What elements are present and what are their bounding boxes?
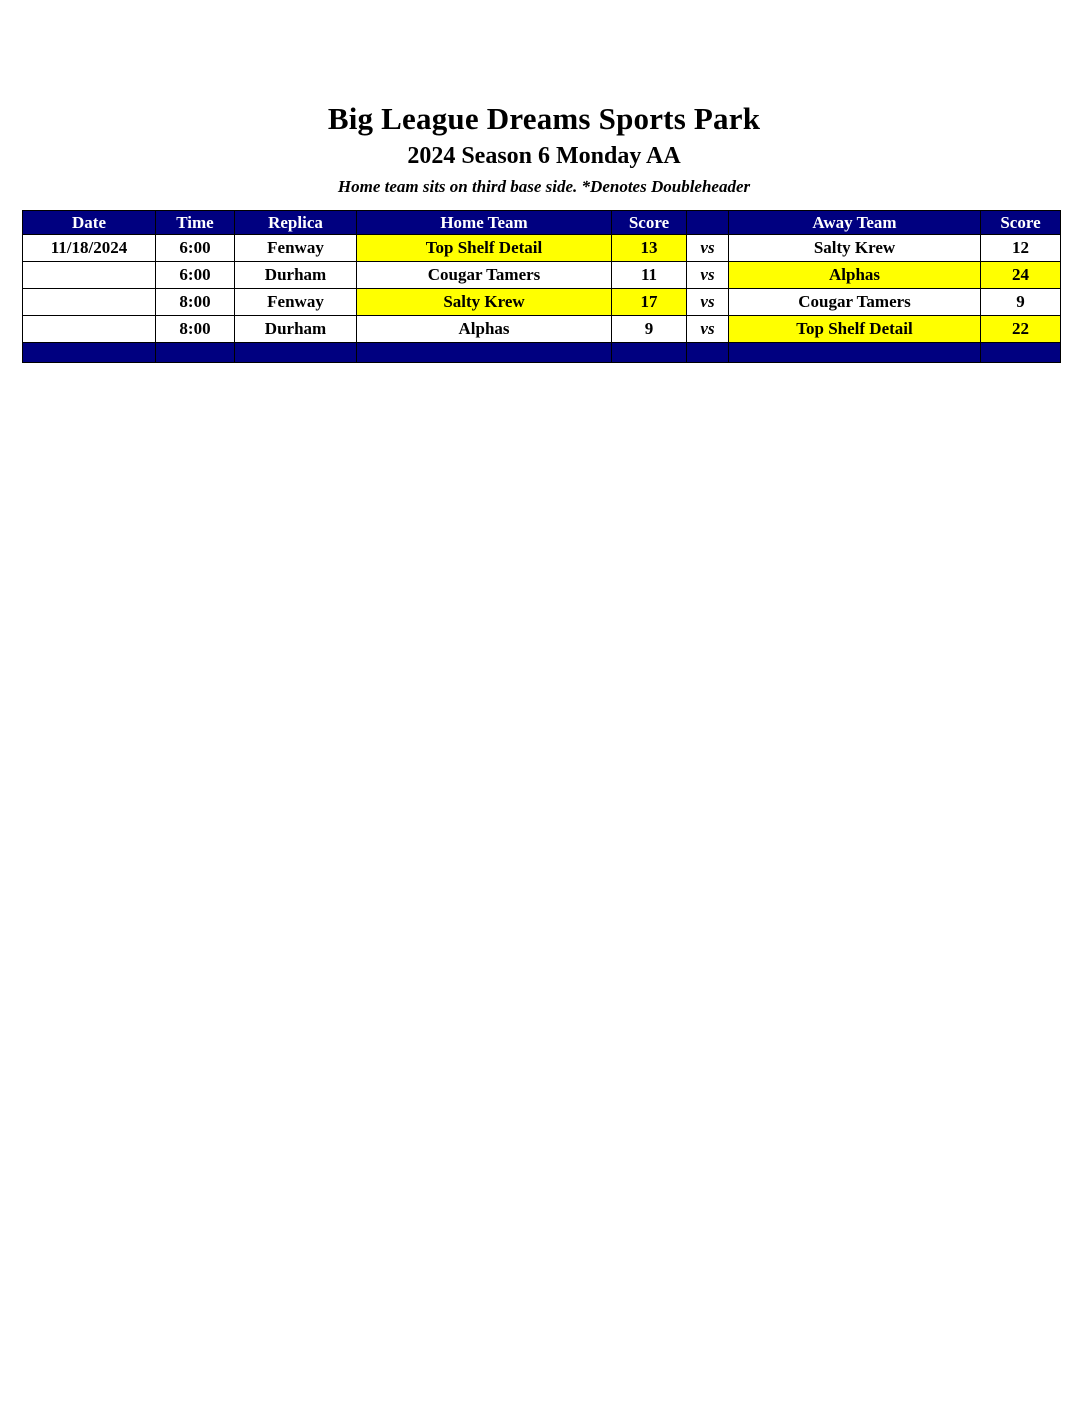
cell-date — [22, 315, 156, 343]
cell-away-score: 9 — [980, 288, 1061, 316]
cell-away-team: Alphas — [728, 261, 981, 289]
cell-vs: vs — [686, 261, 729, 289]
column-header-away-score: Score — [980, 210, 1061, 235]
table-body: 11/18/2024 6:00 Fenway Top Shelf Detail 13 vs… — [22, 234, 1061, 363]
schedule-table: Date Time Replica Home Team Score Away T… — [22, 210, 1061, 363]
cell-time: 8:00 — [155, 315, 235, 343]
footer-cell — [728, 342, 981, 363]
cell-away-score: 24 — [980, 261, 1061, 289]
cell-replica: Fenway — [234, 288, 357, 316]
cell-home-score: 9 — [611, 315, 687, 343]
cell-home-team: Salty Krew — [356, 288, 612, 316]
column-header-home-team: Home Team — [356, 210, 612, 235]
cell-replica: Durham — [234, 261, 357, 289]
table-row: 6:00 Durham Cougar Tamers 11 vs Alphas 24 — [22, 261, 1061, 289]
cell-home-score: 11 — [611, 261, 687, 289]
cell-home-score: 17 — [611, 288, 687, 316]
table-row: 8:00 Fenway Salty Krew 17 vs Cougar Tamers 9 — [22, 288, 1061, 316]
cell-home-team: Alphas — [356, 315, 612, 343]
footer-cell — [356, 342, 612, 363]
title-block: Big League Dreams Sports Park 2024 Seaso… — [0, 100, 1088, 199]
cell-home-score: 13 — [611, 234, 687, 262]
footer-cell — [611, 342, 687, 363]
schedule-table-wrapper: Date Time Replica Home Team Score Away T… — [22, 210, 1061, 363]
cell-vs: vs — [686, 315, 729, 343]
table-row: 11/18/2024 6:00 Fenway Top Shelf Detail 13 vs… — [22, 234, 1061, 262]
table-footer-row — [22, 342, 1061, 363]
column-header-home-score: Score — [611, 210, 687, 235]
cell-time: 6:00 — [155, 234, 235, 262]
column-header-replica: Replica — [234, 210, 357, 235]
cell-time: 8:00 — [155, 288, 235, 316]
cell-home-team: Cougar Tamers — [356, 261, 612, 289]
cell-home-team: Top Shelf Detail — [356, 234, 612, 262]
column-header-vs — [686, 210, 729, 235]
page-note: Home team sits on third base side. *Deno… — [337, 177, 751, 196]
footer-cell — [686, 342, 729, 363]
footer-cell — [22, 342, 156, 363]
cell-away-team: Top Shelf Detail — [728, 315, 981, 343]
column-header-time: Time — [155, 210, 235, 235]
footer-cell — [155, 342, 235, 363]
cell-date — [22, 288, 156, 316]
cell-date: 11/18/2024 — [22, 234, 156, 262]
column-header-away-team: Away Team — [728, 210, 981, 235]
cell-time: 6:00 — [155, 261, 235, 289]
cell-away-team: Cougar Tamers — [728, 288, 981, 316]
page-subtitle: 2024 Season 6 Monday AA — [407, 143, 681, 169]
footer-cell — [980, 342, 1061, 363]
cell-replica: Durham — [234, 315, 357, 343]
cell-date — [22, 261, 156, 289]
column-header-date: Date — [22, 210, 156, 235]
cell-away-score: 12 — [980, 234, 1061, 262]
page-title: Big League Dreams Sports Park — [327, 101, 761, 136]
table-row: 8:00 Durham Alphas 9 vs Top Shelf Detail 22 — [22, 315, 1061, 343]
table-header-row: Date Time Replica Home Team Score Away T… — [22, 210, 1061, 235]
cell-vs: vs — [686, 234, 729, 262]
cell-vs: vs — [686, 288, 729, 316]
footer-cell — [234, 342, 357, 363]
cell-away-score: 22 — [980, 315, 1061, 343]
cell-away-team: Salty Krew — [728, 234, 981, 262]
cell-replica: Fenway — [234, 234, 357, 262]
